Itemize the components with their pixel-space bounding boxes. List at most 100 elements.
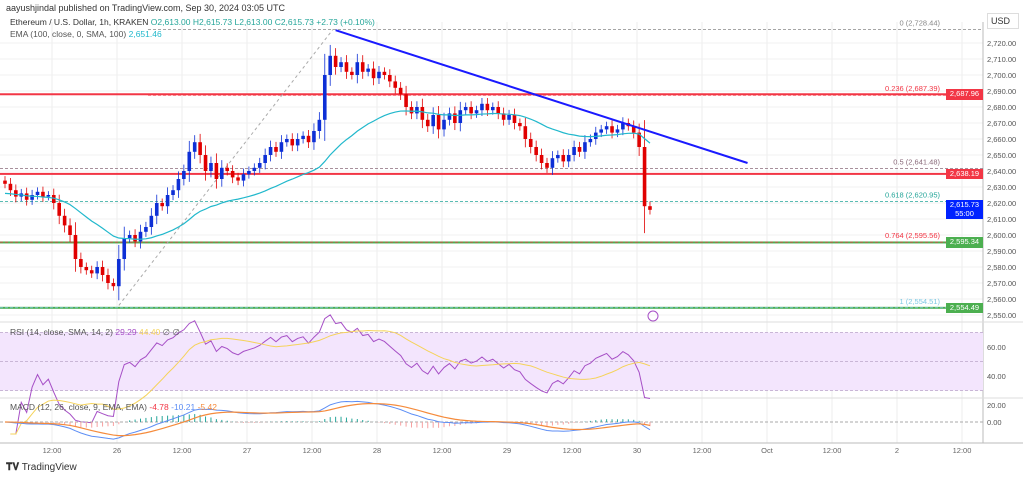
candle	[95, 267, 99, 274]
candle	[339, 62, 343, 67]
macd-label: MACD (12, 26, close, 9, EMA, EMA)	[10, 402, 147, 412]
y-tick-label: 2,680.00	[987, 103, 1016, 112]
candle	[431, 115, 435, 127]
candle	[220, 167, 224, 179]
lightning-event-icon	[647, 310, 659, 322]
ohlc-close: C2,615.73	[274, 17, 314, 27]
y-tick-label: 2,640.00	[987, 167, 1016, 176]
rsi-extra: ∅ ∅	[162, 327, 180, 337]
x-tick-label: Oct	[761, 446, 774, 455]
candle	[14, 190, 18, 197]
x-tick-label: 26	[113, 446, 121, 455]
candle	[268, 147, 273, 155]
candle	[236, 177, 240, 181]
rsi-tick-label: 60.00	[987, 343, 1006, 352]
candle	[247, 171, 251, 175]
candle	[285, 139, 289, 143]
candle	[344, 62, 349, 72]
candle	[106, 275, 110, 283]
macd-legend[interactable]: MACD (12, 26, close, 9, EMA, EMA) -4.78 …	[10, 402, 217, 412]
y-tick-label: 2,630.00	[987, 183, 1016, 192]
publish-info: aayushjindal published on TradingView.co…	[6, 3, 286, 13]
currency-button[interactable]: USD	[987, 13, 1019, 29]
candle	[463, 107, 468, 111]
candle	[512, 115, 517, 123]
ohlc-change: +2.73 (+0.10%)	[316, 17, 375, 27]
candle	[523, 126, 528, 139]
price-axis-label: 2,595.34	[946, 237, 983, 248]
candle	[209, 163, 213, 171]
macd-value: -10.21	[171, 402, 196, 412]
y-tick-label: 2,660.00	[987, 135, 1016, 144]
candle	[117, 259, 121, 287]
candle	[312, 131, 316, 143]
candle	[507, 115, 511, 120]
ema-legend[interactable]: EMA (100, close, 0, SMA, 100) 2,651.46	[10, 29, 162, 39]
candle	[501, 113, 506, 120]
y-tick-label: 2,610.00	[987, 215, 1016, 224]
candle	[631, 126, 636, 133]
x-tick-label: 12:00	[303, 446, 322, 455]
candle	[133, 235, 137, 242]
candle	[550, 158, 555, 168]
candle	[355, 62, 360, 75]
candle	[415, 107, 419, 114]
y-tick-label: 2,670.00	[987, 119, 1016, 128]
symbol-title[interactable]: Ethereum / U.S. Dollar, 1h, KRAKEN	[10, 17, 149, 27]
x-tick-label: 12:00	[173, 446, 192, 455]
candle	[572, 147, 576, 155]
horizontal-level-line	[0, 172, 983, 175]
price-axis-label: 2,554.49	[946, 302, 983, 314]
candle	[279, 142, 284, 152]
macd-line	[4, 400, 651, 440]
fib-diagonal	[118, 29, 334, 306]
candle	[241, 174, 246, 181]
candle	[480, 103, 484, 111]
branding-text: TradingView	[21, 462, 77, 473]
candle	[192, 142, 197, 152]
candle	[599, 129, 603, 133]
candle	[84, 267, 89, 271]
candle	[420, 107, 425, 120]
fib-level-label: 0.5 (2,641.48)	[893, 158, 940, 167]
candle	[453, 113, 457, 123]
candle	[41, 191, 45, 197]
y-tick-label: 2,720.00	[987, 39, 1016, 48]
y-tick-label: 2,650.00	[987, 151, 1016, 160]
candle	[539, 155, 544, 163]
candle	[333, 55, 338, 67]
candle	[404, 94, 408, 107]
candle	[182, 171, 186, 179]
candle	[144, 227, 148, 232]
candle	[382, 71, 387, 75]
ema-value: 2,651.46	[128, 29, 162, 39]
candle	[290, 139, 295, 146]
candle	[528, 139, 533, 147]
candle	[187, 151, 192, 171]
candle	[469, 107, 473, 114]
candle	[604, 126, 609, 130]
candle	[615, 129, 620, 133]
candle	[621, 123, 625, 130]
rsi-value: 29.29	[115, 327, 137, 337]
candle	[127, 235, 132, 239]
fib-level-label: 0 (2,728.44)	[900, 18, 941, 27]
candle	[518, 123, 522, 127]
ohlc-high: H2,615.73	[192, 17, 233, 27]
candle	[295, 139, 300, 146]
candle	[371, 68, 376, 79]
candle	[35, 191, 40, 195]
candle	[398, 87, 403, 95]
candle	[306, 135, 311, 143]
candle	[8, 183, 13, 191]
candle	[225, 167, 230, 171]
candle	[648, 206, 652, 210]
macd-signal-value: -5.42	[197, 402, 217, 412]
rsi-legend[interactable]: RSI (14, close, SMA, 14, 2) 29.29 44.40 …	[10, 327, 180, 338]
horizontal-level-line	[0, 93, 983, 96]
candle	[57, 203, 61, 216]
candle	[165, 195, 170, 207]
candle	[393, 81, 398, 88]
fib-level-label: 0.618 (2,620.95)	[885, 190, 941, 199]
